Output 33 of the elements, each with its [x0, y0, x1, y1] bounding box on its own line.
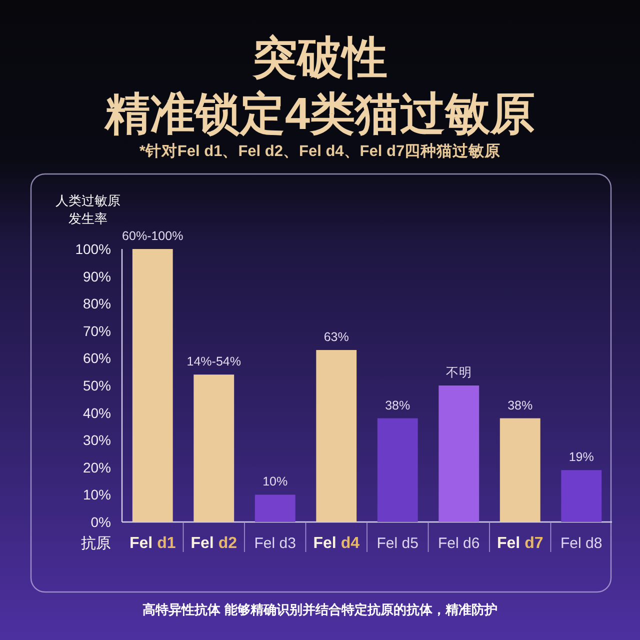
y-tick-label: 0% — [90, 514, 111, 530]
x-tick-label: Fel d2 — [190, 535, 238, 552]
annotation: 高特异性抗体 能够精确识别并结合特定抗原的抗体，精准防护 — [142, 602, 498, 617]
data-label: 19% — [568, 450, 594, 464]
ylabel: 人类过敏原发生率 — [56, 193, 120, 226]
x-tick-label: Fel d7 — [497, 535, 544, 552]
x-tick-label: Fel d3 — [254, 535, 296, 552]
x-tick-label: Fel d6 — [438, 535, 480, 552]
x-tick-label: Fel d5 — [376, 535, 418, 552]
title: 突破性 — [252, 32, 388, 83]
data-label: 63% — [324, 330, 349, 344]
subtitle: 精准锁定4类猫过敏原 — [104, 88, 536, 139]
y-tick-label: 80% — [82, 296, 111, 312]
data-label: 不明 — [446, 366, 472, 380]
xlabel: 抗原 — [81, 535, 111, 552]
y-tick-label: 90% — [82, 268, 111, 284]
y-tick-label: 40% — [82, 404, 111, 421]
y-tick-label: 10% — [82, 486, 111, 503]
y-tick-label: 60% — [82, 350, 111, 366]
annotation: 14%-54% — [186, 354, 241, 369]
annotation: 60%-100% — [122, 229, 184, 243]
data-label: 38% — [385, 398, 410, 412]
y-tick-label: 70% — [82, 322, 111, 339]
y-tick-label: 50% — [82, 378, 111, 394]
x-tick-label: Fel d8 — [560, 535, 602, 552]
data-label: 10% — [262, 474, 288, 489]
y-tick-label: 100% — [75, 241, 111, 257]
y-tick-label: 30% — [82, 432, 111, 448]
data-label: 38% — [508, 398, 533, 412]
y-tick-label: 20% — [82, 459, 111, 476]
x-tick-label: Fel d1 — [130, 535, 176, 552]
annotation: *针对Fel d1、Fel d2、Fel d4、Fel d7四种猫过敏原 — [139, 143, 501, 160]
x-tick-label: Fel d4 — [313, 535, 360, 552]
